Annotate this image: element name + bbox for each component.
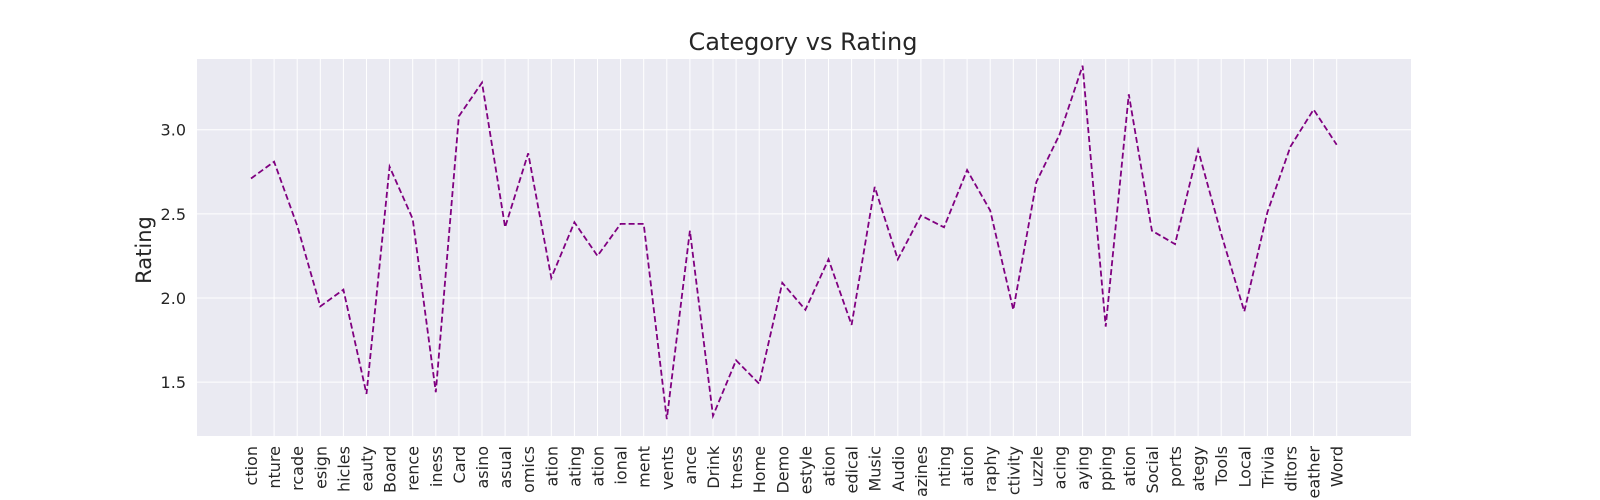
x-tick-label: Audio xyxy=(889,446,908,491)
y-tick-label: 3.0 xyxy=(161,121,186,140)
x-tick-label: asino xyxy=(473,446,492,489)
x-tick-label: Local xyxy=(1235,446,1254,487)
x-tick-label: Card xyxy=(450,446,469,483)
x-tick-label: Drink xyxy=(704,445,723,488)
chart-title: Category vs Rating xyxy=(689,28,918,56)
x-tick-label: edical xyxy=(843,446,862,494)
x-tick-label: rence xyxy=(404,446,423,491)
x-tick-label: ation xyxy=(542,446,561,486)
x-tick-label: nture xyxy=(265,446,284,489)
x-tick-label: pping xyxy=(1097,446,1116,491)
x-tick-label: ment xyxy=(635,446,654,488)
series-line-layer xyxy=(250,65,1338,420)
series-line xyxy=(250,65,1338,420)
x-tick-label: uzzle xyxy=(1027,446,1046,487)
x-tick-label: vents xyxy=(658,446,677,490)
x-tick-label: omics xyxy=(519,446,538,493)
x-tick-label: ports xyxy=(1166,446,1185,487)
y-axis-ticks: 1.5 2.0 2.5 3.0 xyxy=(161,121,186,392)
x-tick-label: Word xyxy=(1328,446,1347,487)
x-tick-label: rcade xyxy=(288,446,307,491)
plot-area xyxy=(197,59,1411,436)
x-tick-label: Music xyxy=(866,446,885,492)
x-tick-label: Social xyxy=(1143,446,1162,493)
x-tick-label: ation xyxy=(589,446,608,486)
x-tick-label: ditors xyxy=(1282,446,1301,492)
y-tick-label: 1.5 xyxy=(161,373,186,392)
x-tick-label: Tools xyxy=(1212,446,1231,486)
x-tick-label: Home xyxy=(750,446,769,493)
x-tick-label: eauty xyxy=(358,446,377,492)
x-tick-label: ation xyxy=(958,446,977,486)
x-tick-label: estyle xyxy=(796,446,815,494)
x-tick-label: acing xyxy=(1051,446,1070,489)
x-tick-label: ating xyxy=(565,446,584,487)
y-tick-label: 2.0 xyxy=(161,289,186,308)
x-tick-label: Demo xyxy=(773,446,792,494)
x-tick-label: ctivity xyxy=(1004,446,1023,495)
x-tick-label: ation xyxy=(820,446,839,486)
x-tick-label: ional xyxy=(612,446,631,485)
x-tick-label: nting xyxy=(935,446,954,487)
x-tick-label: iness xyxy=(427,446,446,487)
x-tick-label: esign xyxy=(311,446,330,489)
x-tick-label: Trivia xyxy=(1258,446,1277,489)
x-axis-ticks: ction nture rcade esign hicles eauty Board renc… xyxy=(242,445,1347,498)
x-tick-label: ategy xyxy=(1189,446,1208,492)
x-tick-label: eather xyxy=(1305,446,1324,499)
x-tick-label: raphy xyxy=(981,446,1000,492)
y-axis-label: Rating xyxy=(132,216,156,284)
x-tick-label: ction xyxy=(242,446,261,485)
x-tick-label: hicles xyxy=(334,446,353,492)
grid xyxy=(197,59,1411,436)
x-tick-label: Board xyxy=(381,446,400,493)
x-tick-label: tness xyxy=(727,446,746,489)
x-tick-label: aying xyxy=(1074,446,1093,490)
x-tick-label: asual xyxy=(496,446,515,489)
y-tick-label: 2.5 xyxy=(161,205,186,224)
x-tick-label: azines xyxy=(912,446,931,497)
x-tick-label: ation xyxy=(1120,446,1139,486)
x-tick-label: ance xyxy=(681,446,700,485)
